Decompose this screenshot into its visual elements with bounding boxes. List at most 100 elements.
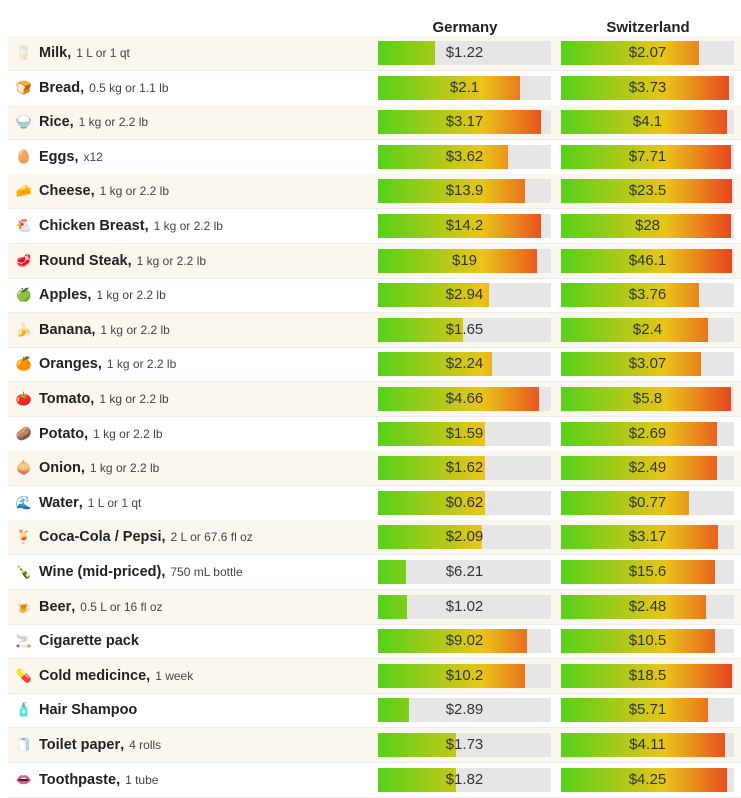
price-value: $1.22 <box>445 44 484 61</box>
price-bar-fill <box>561 144 731 169</box>
price-bar-fill <box>561 179 733 204</box>
item-cell: 🧅 Onion, 1 kg or 2.2 lb <box>15 451 159 485</box>
price-bar-fill <box>378 317 463 342</box>
price-value: $5.71 <box>628 701 667 719</box>
price-bar-switzerland: $4.1 <box>561 110 734 135</box>
price-value: $2.49 <box>628 459 667 477</box>
price-bar-germany: $1.73 <box>378 733 551 757</box>
column-header-switzerland: Switzerland <box>606 19 690 36</box>
price-bar-fill <box>378 594 408 619</box>
price-bar-switzerland: $5.71 <box>561 698 734 723</box>
price-value: $3.73 <box>628 78 667 96</box>
item-cell: 🍞 Bread, 0.5 kg or 1.1 lb <box>15 71 169 105</box>
price-bar-germany: $2.89 <box>378 698 551 723</box>
price-value: $2.89 <box>445 701 484 719</box>
item-name: Round Steak <box>39 252 128 269</box>
price-bar-switzerland: $2.07 <box>561 41 734 65</box>
price-bar-germany: $0.62 <box>378 490 551 515</box>
price-bar-fill <box>378 144 508 169</box>
price-bar-fill <box>378 560 406 584</box>
item-icon: 🧴 <box>15 702 33 718</box>
item-cell: 🥚 Eggs, x12 <box>15 140 103 174</box>
price-bar-fill <box>378 110 541 135</box>
item-cell: 🥔 Potato, 1 kg or 2.2 lb <box>15 417 163 451</box>
price-value: $23.5 <box>628 182 667 200</box>
price-bar-germany: $2.94 <box>378 283 551 308</box>
item-icon: 🍊 <box>15 356 33 372</box>
price-bar-switzerland: $3.73 <box>561 75 734 100</box>
price-bar-fill <box>561 560 715 584</box>
price-value: $2.07 <box>628 44 667 61</box>
item-icon: 🥛 <box>15 45 33 60</box>
price-value: $19 <box>451 251 478 269</box>
item-separator: , <box>127 252 132 269</box>
price-bar-germany: $14.2 <box>378 214 551 238</box>
price-value: $2.24 <box>445 355 484 373</box>
price-bar-fill <box>561 663 733 688</box>
item-separator: , <box>67 45 72 61</box>
price-value: $2.69 <box>628 424 667 442</box>
item-name: Apples <box>39 287 88 304</box>
price-bar-fill <box>561 41 700 65</box>
item-quantity: 1 week <box>155 668 194 683</box>
table-row: 🥔 Potato, 1 kg or 2.2 lb $1.59 $2.69 <box>8 417 741 452</box>
price-bar-germany: $13.9 <box>378 179 551 204</box>
item-separator: , <box>146 667 151 684</box>
price-value: $28 <box>634 217 661 234</box>
price-value: $2.4 <box>632 320 663 338</box>
item-icon: 💊 <box>15 667 33 683</box>
item-name: Milk <box>39 45 68 61</box>
price-bar-germany: $2.09 <box>378 525 551 550</box>
item-separator: , <box>116 771 121 788</box>
item-separator: , <box>144 218 149 234</box>
item-name: Bread <box>39 79 81 96</box>
item-separator: , <box>87 287 92 304</box>
table-row: 🧅 Onion, 1 kg or 2.2 lb $1.62 $2.49 <box>8 451 741 487</box>
price-bar-germany: $9.02 <box>378 629 551 654</box>
item-cell: 🧀 Cheese, 1 kg or 2.2 lb <box>15 174 169 208</box>
price-value: $0.77 <box>628 493 667 511</box>
item-icon: 🍅 <box>15 391 33 406</box>
table-row: 🍚 Rice, 1 kg or 2.2 lb $3.17 $4.1 <box>8 105 741 141</box>
item-cell: 🍺 Beer, 0.5 L or 16 fl oz <box>15 590 163 624</box>
price-bar-fill <box>378 387 539 411</box>
table-row: 🍅 Tomato, 1 kg or 2.2 lb $4.66 $5.8 <box>8 382 741 417</box>
price-bar-fill <box>561 421 717 446</box>
price-value: $3.07 <box>628 355 667 373</box>
price-bar-switzerland: $28 <box>561 214 734 238</box>
item-cell: 🍚 Rice, 1 kg or 2.2 lb <box>15 105 148 139</box>
item-cell: 🐔 Chicken Breast, 1 kg or 2.2 lb <box>15 209 223 243</box>
price-bar-germany: $1.02 <box>378 594 551 619</box>
item-separator: , <box>90 183 95 200</box>
item-name: Tomato <box>39 391 91 407</box>
table-row: 👄 Toothpaste, 1 tube $1.82 $4.25 <box>8 763 741 798</box>
price-value: $4.11 <box>629 736 666 753</box>
price-bar-switzerland: $46.1 <box>561 248 734 273</box>
item-quantity: 1 kg or 2.2 lb <box>99 184 169 199</box>
item-icon: 🍞 <box>15 79 33 95</box>
item-name: Toothpaste <box>39 771 117 788</box>
price-bar-fill <box>561 214 731 238</box>
table-row: 🧴 Hair Shampoo $2.89 $5.71 <box>8 693 741 729</box>
price-value: $1.65 <box>445 320 484 338</box>
item-quantity: 1 kg or 2.2 lb <box>153 219 223 233</box>
item-name: Cheese <box>39 183 91 200</box>
table-row: 🍌 Banana, 1 kg or 2.2 lb $1.65 $2.4 <box>8 312 741 348</box>
item-name: Eggs <box>39 148 75 165</box>
item-icon: 🐔 <box>15 218 33 233</box>
price-bar-germany: $1.65 <box>378 317 551 342</box>
price-bar-fill <box>561 248 733 273</box>
item-cell: 👄 Toothpaste, 1 tube <box>15 763 159 797</box>
table-row: 🍹 Coca-Cola / Pepsi, 2 L or 67.6 fl oz $2.0… <box>8 520 741 556</box>
item-quantity: 2 L or 67.6 fl oz <box>170 530 253 545</box>
item-separator: , <box>71 598 76 615</box>
table-row: 🍊 Oranges, 1 kg or 2.2 lb $2.24 $3.07 <box>8 347 741 383</box>
price-bar-fill <box>561 317 709 342</box>
item-quantity: 1 tube <box>125 772 159 787</box>
item-cell: 🌊 Water, 1 L or 1 qt <box>15 486 141 520</box>
price-bar-fill <box>561 456 717 481</box>
price-bar-fill <box>378 629 527 654</box>
price-bar-switzerland: $2.69 <box>561 421 734 446</box>
price-bar-switzerland: $2.49 <box>561 456 734 481</box>
item-icon: 🌊 <box>15 494 33 510</box>
